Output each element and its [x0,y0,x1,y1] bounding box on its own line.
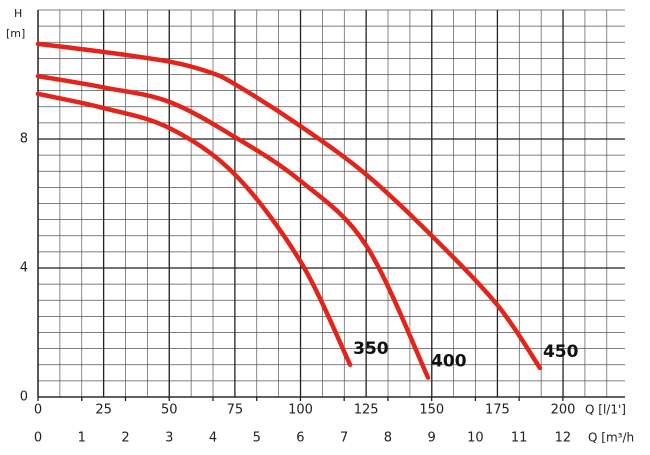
x-tick-label: 75 [227,403,244,418]
x-tick-label: 125 [354,403,379,418]
x-tick-label: 200 [551,403,576,418]
x2-tick-label: 4 [209,431,217,446]
curve-label: 350 [353,339,389,359]
x2-tick-label: 5 [253,431,261,446]
x2-tick-label: 1 [78,431,86,446]
x2-tick-label: 8 [384,431,392,446]
y-tick-label: 4 [20,261,28,276]
x-tick-label: 0 [34,403,42,418]
y-label-unit: [m] [6,27,25,40]
x-tick-label: 175 [485,403,510,418]
x-axis-label: Q [l/1'] [585,403,626,417]
x-tick-label: 100 [288,403,313,418]
x2-tick-label: 12 [555,431,572,446]
x2-tick-label: 0 [34,431,42,446]
pump-curve [35,41,543,371]
x2-tick-label: 3 [165,431,173,446]
x2-axis-label: Q [m³/h [588,431,634,445]
x-tick-label: 25 [95,403,112,418]
y-label-symbol: H [14,7,22,20]
x2-tick-label: 6 [296,431,304,446]
x-tick-label: 50 [161,403,178,418]
x2-tick-label: 10 [467,431,484,446]
pump-curve [35,73,431,380]
x2-tick-label: 7 [340,431,348,446]
curve-label: 450 [543,342,579,362]
pump-curve [35,91,353,367]
curve-label: 400 [431,352,467,372]
x2-tick-label: 2 [121,431,129,446]
y-tick-label: 0 [20,390,28,405]
x2-tick-label: 9 [428,431,436,446]
y-tick-label: 8 [20,132,28,147]
x2-tick-label: 11 [511,431,528,446]
x-tick-label: 150 [419,403,444,418]
